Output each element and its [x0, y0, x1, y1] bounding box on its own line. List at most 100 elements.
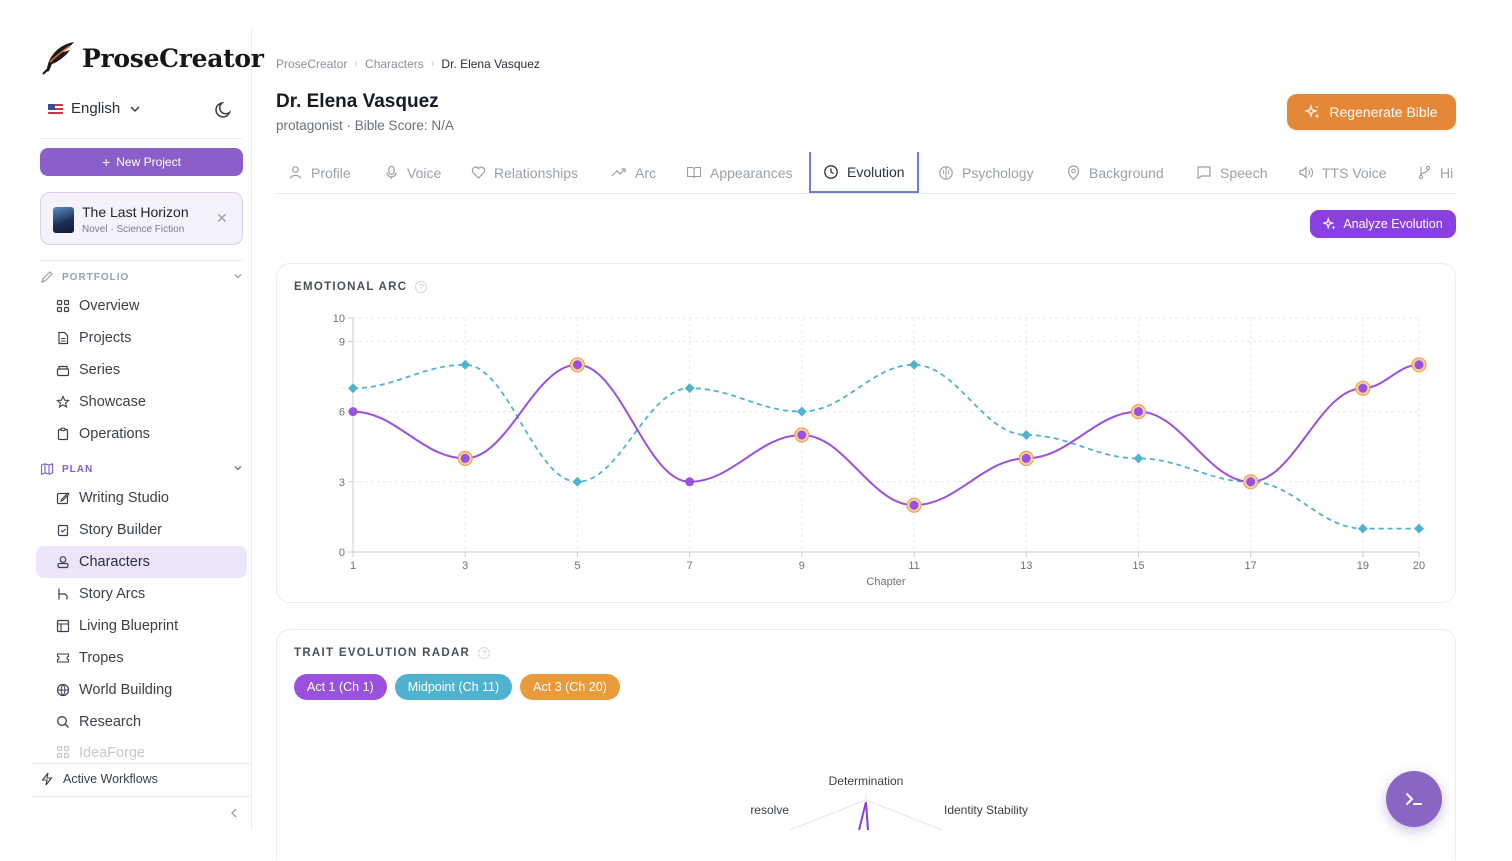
collapse-sidebar-chevron-icon[interactable] [228, 806, 240, 820]
character-tabs: Profile Voice Relationships Arc Appearan… [276, 152, 1456, 194]
section-header-portfolio[interactable]: PORTFOLIO [40, 270, 244, 284]
divider [40, 260, 242, 261]
series-point-solid [685, 477, 695, 487]
regenerate-bible-button[interactable]: Regenerate Bible [1287, 94, 1456, 130]
us-flag-icon [48, 103, 63, 114]
tab-voice[interactable]: Voice [384, 152, 441, 193]
speaker-icon [1299, 166, 1313, 179]
section-label: PORTFOLIO [62, 271, 130, 283]
sidebar-item-living-blueprint[interactable]: Living Blueprint [36, 610, 247, 642]
tab-label: Psychology [962, 164, 1034, 181]
x-tick-label: 17 [1245, 560, 1257, 572]
sidebar-item-story-builder[interactable]: Story Builder [36, 514, 247, 546]
brain-icon [939, 165, 953, 180]
sidebar-item-label: Overview [79, 298, 140, 314]
tab-arc[interactable]: Arc [611, 152, 656, 193]
edit-icon [56, 492, 70, 505]
series-point-dashed [1357, 523, 1368, 534]
sidebar-item-projects[interactable]: Projects [36, 322, 247, 354]
regenerate-bible-label: Regenerate Bible [1329, 104, 1438, 120]
new-project-button[interactable]: + New Project [40, 148, 243, 176]
series-point-solid [460, 453, 470, 463]
file-icon [58, 331, 69, 345]
current-project-card[interactable]: The Last Horizon Novel · Science Fiction… [40, 192, 243, 245]
trait-radar-title: TRAIT EVOLUTION RADAR ? [294, 647, 491, 659]
tab-label: Background [1089, 164, 1164, 181]
chevron-down-icon [234, 466, 242, 471]
sidebar-item-story-arcs[interactable]: Story Arcs [36, 578, 247, 610]
chevron-right-icon: › [430, 58, 435, 70]
sidebar-item-characters[interactable]: Characters [36, 546, 247, 578]
sidebar-item-label: Story Builder [79, 522, 163, 538]
series-point-solid [909, 500, 919, 510]
tab-tts-voice[interactable]: TTS Voice [1298, 152, 1387, 193]
close-icon[interactable]: ✕ [216, 210, 228, 226]
sidebar-item-label: Living Blueprint [79, 618, 179, 634]
table-icon [56, 619, 70, 633]
tab-background[interactable]: Background [1066, 152, 1164, 193]
series-point-dashed [684, 383, 695, 394]
series-line-dashed [352, 363, 1419, 530]
sidebar-item-overview[interactable]: Overview [36, 290, 247, 322]
sidebar-item-operations[interactable]: Operations [36, 418, 247, 450]
series-point-solid [572, 360, 582, 370]
tab-label: Arc [635, 164, 656, 181]
pill-act-1[interactable]: Act 1 (Ch 1) [294, 674, 387, 700]
sparkles-icon [1305, 104, 1320, 119]
y-tick-label: 3 [339, 477, 345, 489]
logo-text: ProseCreator [82, 43, 264, 73]
project-name: The Last Horizon [82, 204, 189, 220]
sidebar-item-label: Research [79, 714, 142, 730]
radar-series-shape [858, 801, 869, 831]
lightning-icon [41, 772, 53, 786]
tab-relationships[interactable]: Relationships [471, 152, 578, 193]
active-workflows-button[interactable]: Active Workflows [40, 772, 158, 786]
analyze-evolution-button[interactable]: Analyze Evolution [1310, 210, 1456, 238]
series-point-solid [1246, 477, 1256, 487]
active-workflows-label: Active Workflows [63, 772, 158, 786]
help-icon[interactable]: ? [415, 281, 428, 293]
sidebar-item-showcase[interactable]: Showcase [36, 386, 247, 418]
divider [32, 763, 251, 764]
grid-icon [56, 299, 70, 313]
analyze-evolution-label: Analyze Evolution [1343, 217, 1443, 231]
section-header-plan[interactable]: PLAN [40, 462, 244, 476]
x-tick-label: 19 [1357, 560, 1369, 572]
map-icon [40, 463, 54, 475]
pill-midpoint[interactable]: Midpoint (Ch 11) [394, 674, 513, 700]
tab-history[interactable]: Hi [1417, 152, 1453, 193]
ticket-icon [56, 653, 70, 663]
pencil-icon [41, 271, 53, 283]
tab-profile[interactable]: Profile [288, 152, 351, 193]
sidebar-item-ideaforge[interactable]: IdeaForge [36, 738, 247, 760]
terminal-icon [1406, 793, 1422, 805]
git-branch-icon [1418, 165, 1431, 180]
tab-speech[interactable]: Speech [1196, 152, 1267, 193]
radar-series-toggles: Act 1 (Ch 1) Midpoint (Ch 11) Act 3 (Ch … [294, 674, 620, 700]
tab-appearances[interactable]: Appearances [686, 152, 793, 193]
sidebar-item-series[interactable]: Series [36, 354, 247, 386]
dark-mode-moon-icon[interactable] [214, 100, 234, 120]
y-tick-label: 6 [339, 407, 345, 419]
users-icon [57, 556, 69, 569]
mic-icon [386, 165, 397, 179]
help-icon[interactable]: ? [478, 647, 491, 659]
tab-evolution[interactable]: Evolution [809, 152, 919, 193]
divider [40, 138, 242, 139]
sidebar-item-tropes[interactable]: Tropes [36, 642, 247, 674]
sidebar-item-writing-studio[interactable]: Writing Studio [36, 482, 247, 514]
language-selector[interactable]: English [48, 100, 142, 117]
series-point-solid [1358, 383, 1368, 393]
breadcrumb-item[interactable]: Characters [365, 57, 424, 71]
tab-label: Profile [311, 164, 351, 181]
pill-act-3[interactable]: Act 3 (Ch 20) [520, 674, 620, 700]
series-point-dashed [460, 359, 471, 370]
app-logo[interactable]: ProseCreator [40, 40, 264, 76]
sidebar-item-world-building[interactable]: World Building [36, 674, 247, 706]
terminal-fab-button[interactable] [1386, 771, 1442, 827]
new-project-label: New Project [116, 155, 181, 169]
tab-psychology[interactable]: Psychology [938, 152, 1034, 193]
sidebar-item-research[interactable]: Research [36, 706, 247, 738]
breadcrumb-item[interactable]: ProseCreator [276, 57, 348, 71]
